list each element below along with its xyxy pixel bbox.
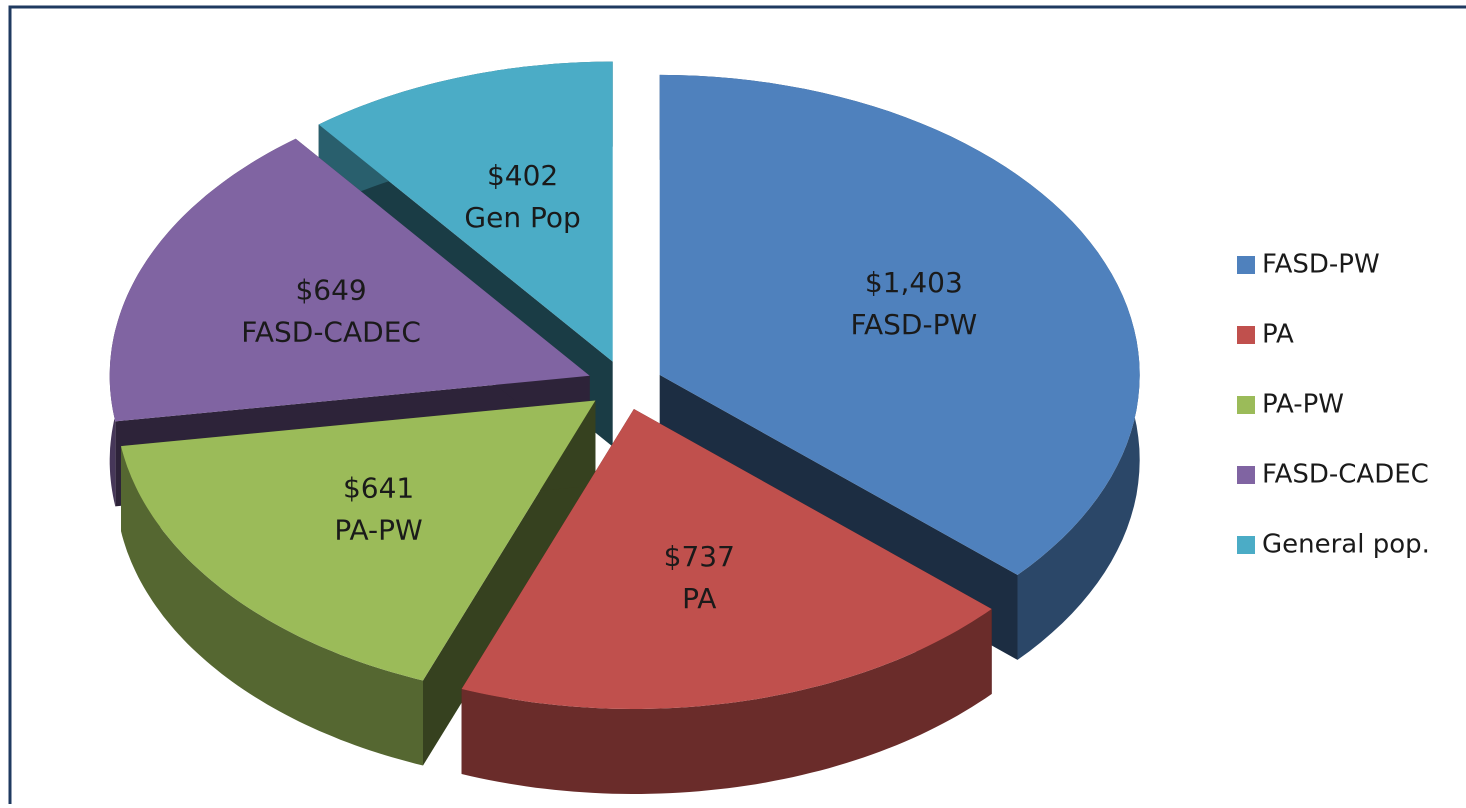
slice [109,138,590,422]
data-label: $402 [487,159,558,192]
slice-label: Gen Pop [464,201,580,234]
slice [461,409,992,709]
slice-label: PA [682,582,716,615]
slice-label: FASD-PW [850,308,977,341]
legend-label: FASD-PW [1262,250,1380,280]
slice-label: FASD-CADEC [241,315,421,348]
slice [121,400,596,681]
legend-label: General pop. [1262,530,1430,560]
legend-swatch [1237,466,1255,484]
slice-side [121,446,423,766]
slice [318,61,613,362]
slice [659,74,1140,575]
slice-side [461,609,992,794]
legend-swatch [1237,536,1255,554]
legend-swatch [1237,256,1255,274]
legend-swatch [1237,326,1255,344]
data-label: $641 [343,472,414,505]
data-label: $1,403 [865,266,963,299]
slice-side [423,400,596,766]
slice-label: PA-PW [334,514,422,547]
legend-label: PA [1262,320,1294,350]
legend-label: FASD-CADEC [1262,460,1429,490]
legend-swatch [1237,396,1255,414]
data-label: $649 [295,273,366,306]
data-label: $737 [664,540,735,573]
legend-label: PA-PW [1262,390,1344,420]
